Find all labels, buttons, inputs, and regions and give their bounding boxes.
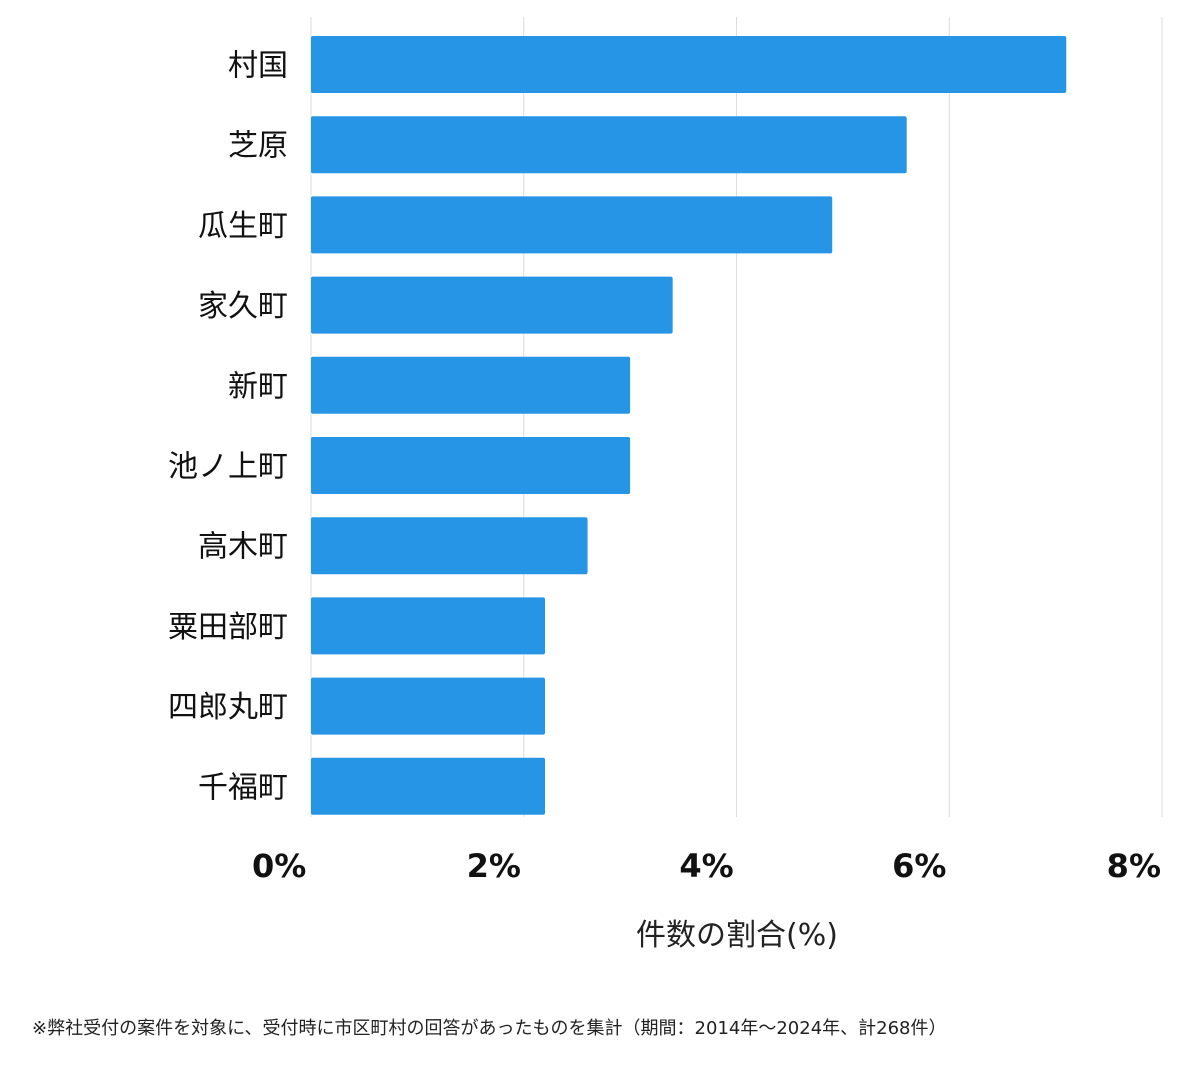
x-tick-label: 4% xyxy=(679,847,733,885)
x-tick-label: 8% xyxy=(1107,847,1161,885)
category-label: 新町 xyxy=(228,369,288,404)
x-tick-label: 6% xyxy=(892,847,946,885)
bar xyxy=(311,757,546,815)
category-label: 村国 xyxy=(228,49,288,84)
category-label: 高木町 xyxy=(198,530,288,565)
category-label: 瓜生町 xyxy=(198,209,288,244)
bar xyxy=(311,517,588,575)
category-label: 家久町 xyxy=(198,289,288,324)
category-label: 千福町 xyxy=(198,770,288,805)
category-label: 芝原 xyxy=(228,129,288,164)
footnote: ※弊社受付の案件を対象に、受付時に市区町村の回答があったものを集計（期間：201… xyxy=(32,1018,947,1039)
bar xyxy=(311,196,833,254)
x-tick-label: 0% xyxy=(252,847,306,885)
bar xyxy=(311,116,907,174)
bar xyxy=(311,276,673,334)
x-axis-title: 件数の割合(%) xyxy=(636,918,838,953)
category-label: 四郎丸町 xyxy=(168,690,288,725)
x-tick-label: 2% xyxy=(467,847,521,885)
x-tick-labels: 0% 2% 4% 6% 8% xyxy=(252,847,1161,885)
bar xyxy=(311,437,631,494)
bar xyxy=(311,597,546,655)
category-label: 池ノ上町 xyxy=(168,450,288,485)
bar xyxy=(311,36,1067,93)
bar xyxy=(311,677,546,735)
category-label: 粟田部町 xyxy=(168,610,288,645)
bars xyxy=(311,36,1067,815)
bar xyxy=(311,356,631,414)
